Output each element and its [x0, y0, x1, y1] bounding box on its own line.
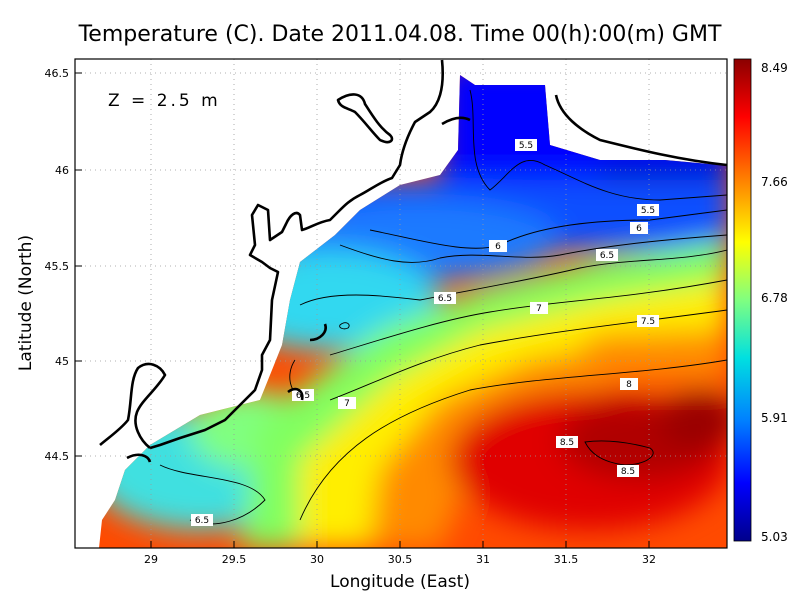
contour-label: 5.5 [515, 139, 537, 151]
grid-lines [75, 59, 727, 548]
svg-text:6.5: 6.5 [195, 516, 209, 526]
x-tick-label: 31 [476, 553, 490, 566]
contour-label: 6 [630, 222, 648, 234]
x-tick-label: 29 [144, 553, 158, 566]
colorbar-tick-label: 5.91 [761, 411, 788, 425]
x-tick-label: 31.5 [554, 553, 579, 566]
colorbar: 8.49 7.66 6.78 5.91 5.03 [733, 58, 788, 544]
contour-label: 7 [530, 302, 548, 314]
contour-label: 8.5 [556, 436, 578, 448]
contour-label: 6 [489, 240, 507, 252]
contour-label: 6.5 [191, 514, 213, 526]
svg-text:8.5: 8.5 [560, 438, 574, 448]
colorbar-tick-label: 5.03 [761, 530, 788, 544]
svg-text:8: 8 [626, 380, 632, 390]
y-tick-label: 46.5 [45, 67, 70, 80]
colorbar-tick-label: 8.49 [761, 61, 788, 75]
contour-label: 5.5 [637, 204, 659, 216]
y-tick-label: 46 [55, 164, 69, 177]
contour-label: 6.5 [434, 292, 456, 304]
x-axis-label: Longitude (East) [330, 572, 470, 592]
svg-text:6.5: 6.5 [600, 251, 614, 261]
y-axis-label: Latitude (North) [16, 235, 36, 371]
x-tick-label: 32 [642, 553, 656, 566]
contour-label: 7.5 [637, 315, 659, 327]
depth-label: Z = 2.5 m [108, 91, 221, 111]
y-tick-label: 44.5 [45, 450, 70, 463]
x-tick-label: 29.5 [222, 553, 247, 566]
contour-label: 7 [338, 397, 356, 409]
svg-text:6.5: 6.5 [438, 294, 452, 304]
x-tick-labels: 29 29.5 30 30.5 31 31.5 32 [144, 553, 656, 566]
svg-text:5.5: 5.5 [641, 206, 655, 216]
svg-text:6: 6 [495, 242, 501, 252]
contour-label: 6.5 [596, 249, 618, 261]
svg-text:5.5: 5.5 [519, 141, 533, 151]
svg-text:7.5: 7.5 [641, 317, 655, 327]
y-tick-label: 45 [55, 355, 69, 368]
svg-text:7: 7 [536, 304, 542, 314]
svg-text:8.5: 8.5 [621, 467, 635, 477]
contour-label: 8.5 [617, 465, 639, 477]
colorbar-tick-label: 6.78 [761, 291, 788, 305]
contour-label: 8 [620, 378, 638, 390]
map-title: Temperature (C). Date 2011.04.08. Time 0… [78, 22, 722, 47]
plot-frame [74, 58, 728, 549]
coastline [99, 59, 727, 463]
x-tick-label: 30.5 [388, 553, 413, 566]
temperature-field [99, 75, 727, 548]
x-tick-label: 30 [310, 553, 324, 566]
y-tick-label: 45.5 [45, 260, 70, 273]
colorbar-gradient [733, 58, 752, 542]
tick-marks [75, 72, 650, 548]
svg-text:7: 7 [344, 399, 350, 409]
y-tick-labels: 46.5 46 45.5 45 44.5 [45, 67, 70, 463]
svg-text:6: 6 [636, 224, 642, 234]
colorbar-tick-label: 7.66 [761, 175, 788, 189]
